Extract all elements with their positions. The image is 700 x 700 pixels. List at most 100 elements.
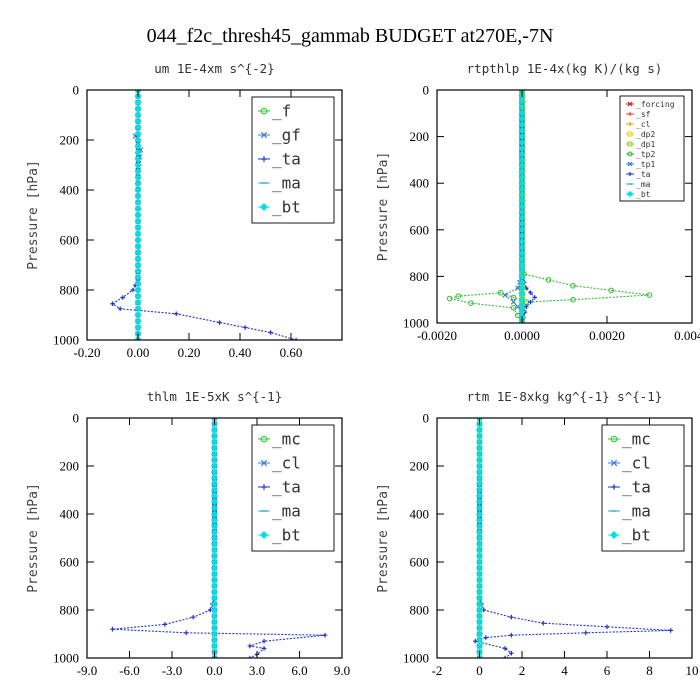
x-tick-label: -3.0: [162, 663, 183, 678]
legend-marker: [261, 156, 267, 162]
legend-label: _cl: [636, 120, 651, 129]
y-axis-label: Pressure [hPa]: [26, 483, 41, 593]
panel-rtm: rtm 1E-8xkg kg^{-1} s^{-1} Pressure [hPa]…: [376, 389, 699, 678]
data-point-tp2: [608, 287, 615, 294]
data-point-tp1: [510, 299, 517, 305]
data-point-ta: [261, 638, 267, 644]
data-point-tp2: [468, 300, 474, 306]
legend-box: [251, 96, 335, 224]
legend: _mc _cl _ta _ma _bt: [251, 424, 335, 552]
data-point-ta: [247, 655, 253, 658]
legend-label: _cl: [622, 454, 651, 473]
x-tick-label: -0.20: [73, 345, 100, 360]
data-point-ta: [668, 628, 674, 633]
y-tick-label: 1000: [403, 651, 429, 666]
data-point-tp1: [502, 292, 508, 298]
panel-um: um 1E-4xm s^{-2} Pressure [hPa] -0.20 0.00 0…: [26, 61, 343, 360]
x-tick-label: 4: [561, 663, 568, 678]
plot-frame: [436, 89, 693, 324]
y-tick-label: 1000: [403, 316, 429, 331]
data-point-tp2: [570, 296, 576, 303]
panel-title: um 1E-4xm s^{-2}: [154, 61, 274, 76]
legend-label: _bt: [272, 526, 301, 545]
y-tick-label: 400: [410, 507, 430, 522]
panel-title: rtpthlp 1E-4x(kg K)/(kg s): [467, 61, 663, 76]
y-axis-label: Pressure [hPa]: [376, 152, 391, 262]
data-point-tp2: [545, 277, 552, 283]
x-tick-label: 8: [646, 663, 653, 678]
data-point-ta: [540, 620, 546, 626]
legend-marker: [627, 151, 633, 157]
figure-title: 044_f2c_thresh45_gammab BUDGET at270E,-7…: [147, 25, 554, 47]
legend-label: _ma: [272, 502, 301, 521]
y-tick-label: 200: [60, 459, 80, 474]
legend-marker: [259, 530, 269, 540]
panel-title: thlm 1E-5xK s^{-1}: [147, 389, 282, 404]
data-point-ta: [162, 622, 168, 627]
data-point-ta: [472, 638, 478, 644]
data-point-ta: [242, 325, 248, 330]
plot-area: [110, 90, 299, 340]
legend-marker: [260, 459, 268, 467]
legend-box: [251, 424, 335, 552]
legend-marker: [261, 484, 267, 490]
data-point-ta: [322, 632, 328, 638]
y-tick-label: 400: [60, 183, 80, 198]
legend-label: _ma: [272, 174, 301, 193]
legend-marker: [627, 141, 633, 147]
data-point-ta: [532, 295, 538, 300]
data-point-ta: [190, 614, 196, 620]
legend-label: _ma: [622, 502, 651, 521]
legend-label: _ta: [622, 478, 651, 497]
legend: _f _gf _ta _ma _bt: [251, 96, 335, 224]
y-tick-label: 800: [410, 269, 430, 284]
x-tick-label: 3.0: [249, 663, 265, 678]
data-point-ta: [217, 320, 222, 325]
legend-marker: [260, 435, 268, 443]
legend-label: _ta: [272, 478, 301, 497]
y-tick-label: 800: [60, 603, 80, 618]
legend-marker: [626, 190, 634, 198]
data-point-ta: [509, 650, 514, 656]
series-line-ta: [473, 418, 671, 658]
x-tick-label: 0.40: [229, 345, 252, 360]
x-tick-label: -2: [432, 663, 443, 678]
data-point-ta: [261, 646, 267, 651]
data-point-ta: [293, 337, 299, 340]
legend-box: [601, 424, 685, 552]
panel-thlm: thlm 1E-5xK s^{-1} Pressure [hPa] -9.0 -6.0…: [26, 389, 350, 678]
legend-label: _gf: [272, 126, 301, 145]
x-tick-label: 6: [604, 663, 611, 678]
legend-marker: [260, 107, 268, 115]
data-point-ta: [523, 304, 529, 309]
legend-label: _tp1: [636, 160, 655, 169]
x-tick-label: 10: [686, 663, 699, 678]
legend-marker: [628, 122, 632, 126]
legend-label: _mc: [272, 430, 301, 449]
chart-panels: um 1E-4xm s^{-2}Pressure [hPa]-0.20 0.00 0…: [26, 61, 700, 678]
legend-label: _ta: [272, 150, 301, 169]
y-tick-label: 1000: [53, 651, 79, 666]
legend-marker: [611, 484, 617, 490]
plot-area: [110, 418, 328, 658]
legend-label: _mc: [622, 430, 651, 449]
y-tick-label: 200: [60, 133, 80, 148]
data-point-ta: [268, 330, 273, 335]
x-tick-label: -6.0: [119, 663, 140, 678]
data-point-tp2: [455, 293, 462, 300]
y-tick-label: 200: [410, 129, 430, 144]
y-tick-label: 0: [423, 83, 430, 98]
data-point-ta: [502, 655, 508, 658]
data-point-ta: [604, 624, 610, 630]
data-point-ta: [130, 287, 136, 293]
legend-label: _ma: [636, 180, 651, 189]
legend-label: _sf: [636, 110, 651, 119]
y-tick-label: 600: [60, 555, 80, 570]
data-point-tp2: [446, 295, 453, 302]
legend-marker: [627, 161, 633, 167]
legend: _mc _cl _ta _ma _bt: [601, 424, 685, 552]
legend-label: _bt: [636, 190, 651, 199]
plot-area: [472, 418, 674, 658]
